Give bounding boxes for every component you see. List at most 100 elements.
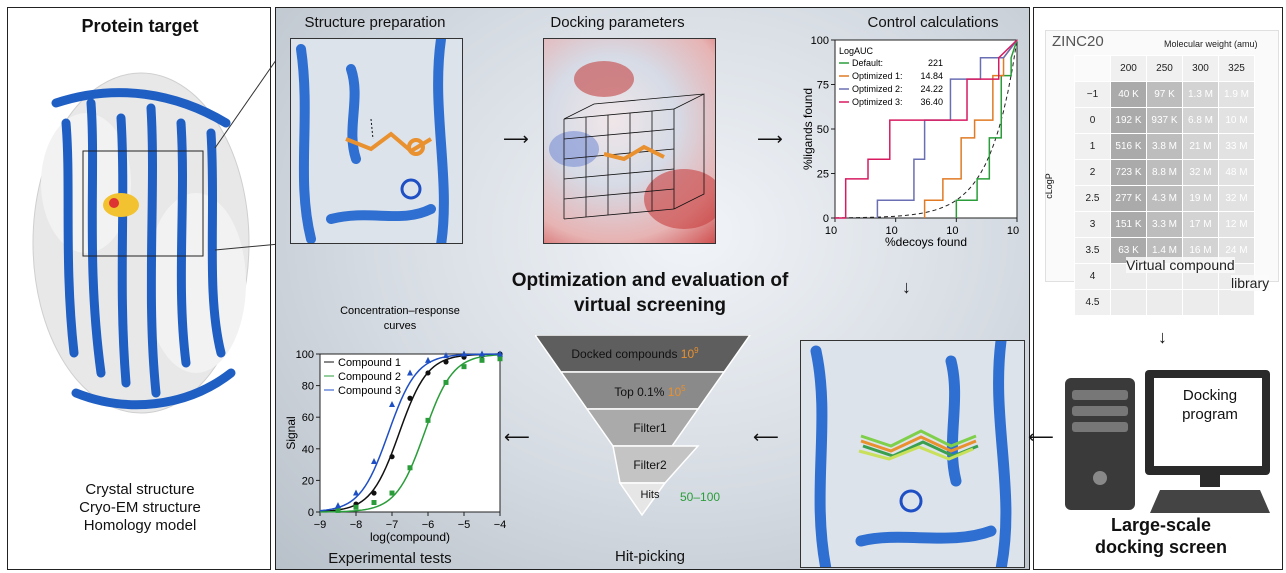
- zinc-cell: 19 M: [1182, 185, 1219, 212]
- docking-screen-title-2: docking screen: [1094, 537, 1228, 557]
- zinc-cell: 12 M: [1218, 211, 1255, 238]
- roc-x-tick-label: 10: [886, 225, 898, 237]
- cr-data-point: [335, 502, 341, 509]
- docking-params-image: [543, 38, 716, 244]
- docking-program-line1: Docking: [1182, 387, 1238, 404]
- zinc-logp-label: 3.5: [1074, 237, 1111, 264]
- roc-x-tick-label: 10: [946, 225, 958, 237]
- roc-x-tick-label: 10: [1007, 225, 1019, 237]
- cr-y-tick-label: 0: [308, 507, 314, 519]
- funnel-docked-count-exp: 9: [694, 346, 699, 355]
- zinc-cell: 17 M: [1182, 211, 1219, 238]
- zinc-logp-label: 2.5: [1074, 185, 1111, 212]
- zinc-cell: 32 M: [1218, 185, 1255, 212]
- cr-data-point: [407, 395, 413, 401]
- roc-legend-value: 221: [928, 58, 943, 68]
- cr-y-tick-label: 40: [302, 444, 314, 456]
- zinc-cell: 21 M: [1182, 133, 1219, 160]
- zinc-cell: 3.8 M: [1146, 133, 1183, 160]
- funnel-docked-label: Docked compounds 109: [560, 346, 710, 361]
- zinc-cell: 97 K: [1146, 81, 1183, 108]
- roc-legend-title: LogAUC: [839, 46, 874, 56]
- zinc-cell: [1182, 289, 1219, 316]
- protein-target-title: Protein target: [81, 16, 199, 36]
- funnel-top-text: Top 0.1%: [614, 385, 665, 399]
- main-title: Optimization and evaluation of virtual s…: [470, 268, 830, 318]
- funnel-filter2-label: Filter2: [633, 458, 667, 472]
- arrow-control-to-docked: ↓: [902, 277, 911, 297]
- docking-screen-title: Large-scale docking screen: [1045, 514, 1277, 558]
- arrow-docked-to-funnel: ⟵: [753, 427, 779, 447]
- cr-y-tick-label: 80: [302, 381, 314, 393]
- structure-prep-title: Structure preparation: [304, 14, 446, 31]
- arrow-funnel-to-tests: ⟵: [504, 427, 530, 447]
- cr-data-point: [425, 356, 431, 363]
- zinc-mw-header: 200: [1110, 55, 1147, 82]
- cr-data-point: [497, 350, 503, 357]
- cr-x-tick-label: −4: [494, 519, 507, 531]
- cr-data-point: [407, 369, 413, 376]
- zinc-logp-label: −1: [1074, 81, 1111, 108]
- cr-data-point: [443, 352, 449, 359]
- docking-program-label: Docking program: [1162, 386, 1258, 424]
- zinc-table: 200 250 300 325 −1 40 K 97 K 1.3 M 1.9 M 0 192 K 93…: [1074, 55, 1255, 316]
- library-label-1: Virtual compound: [1126, 257, 1235, 273]
- hit-picking-label: Hit-picking: [614, 548, 686, 565]
- cr-x-tick-label: −7: [386, 519, 399, 531]
- funnel-docked-count-base: 10: [680, 347, 695, 361]
- hit-picking-funnel: [535, 335, 751, 517]
- zinc-cell: 4.3 M: [1146, 185, 1183, 212]
- cr-fit-curve: [319, 353, 501, 512]
- docking-program-line2: program: [1182, 406, 1238, 423]
- zinc-logp-label: 0: [1074, 107, 1111, 134]
- control-calc-title: Control calculations: [867, 14, 999, 31]
- cr-x-tick-label: −6: [422, 519, 435, 531]
- main-title-line1: Optimization and evaluation of: [511, 270, 789, 291]
- roc-legend-name: Optimized 2:: [852, 84, 903, 94]
- docked-poses-image: [800, 340, 1025, 568]
- concentration-response-chart: Concentration–response curves 0 20 40 60 80 100…: [284, 305, 507, 544]
- cr-data-point: [353, 489, 359, 496]
- zinc-header-blank: [1074, 55, 1111, 82]
- zinc-cell: 937 K: [1146, 107, 1183, 134]
- roc-y-label: %ligands found: [801, 88, 815, 170]
- funnel-hits-count: 50–100: [680, 490, 721, 504]
- source-crystal: Crystal structure: [85, 481, 195, 498]
- cr-title-line2: curves: [384, 320, 417, 332]
- funnel-hits-label: Hits: [640, 489, 660, 501]
- protein-structure-image: [32, 72, 250, 414]
- docking-params-title: Docking parameters: [550, 14, 685, 31]
- zinc-cell: 192 K: [1110, 107, 1147, 134]
- cr-plot-area: [319, 353, 501, 513]
- cr-data-point: [389, 490, 395, 496]
- zinc-logp-label: 4.5: [1074, 289, 1111, 316]
- cr-legend-name: Compound 1: [338, 357, 401, 369]
- cr-title-line1: Concentration–response: [340, 305, 460, 317]
- main-title-line2: virtual screening: [573, 295, 727, 316]
- zinc-cell: 48 M: [1218, 159, 1255, 186]
- source-cryoem: Cryo-EM structure: [79, 499, 201, 516]
- funnel-top-count: 105: [668, 384, 686, 399]
- zinc-cell: 277 K: [1110, 185, 1147, 212]
- zinc-cell: 6.8 M: [1182, 107, 1219, 134]
- zinc-mw-header: 300: [1182, 55, 1219, 82]
- roc-y-tick-label: 0: [823, 213, 829, 225]
- cr-y-tick-label: 20: [302, 475, 314, 487]
- cr-data-point: [425, 370, 431, 376]
- cr-data-point: [497, 356, 503, 362]
- cr-data-point: [335, 507, 341, 513]
- zinc-cell: [1110, 289, 1147, 316]
- cr-x-tick-label: −9: [314, 519, 327, 531]
- zinc-cell: [1146, 289, 1183, 316]
- cr-data-point: [425, 417, 431, 423]
- arrow-library-to-screen: ↓: [1158, 327, 1167, 347]
- cr-data-point: [461, 364, 467, 370]
- funnel-level-hits: [618, 482, 667, 517]
- funnel-docked-count: 109: [680, 346, 699, 361]
- source-homology: Homology model: [83, 517, 197, 534]
- funnel-top-label: Top 0.1% 105: [575, 384, 725, 399]
- zinc-logp-label: 3: [1074, 211, 1111, 238]
- clogp-label: cLogP: [1043, 173, 1054, 199]
- zinc-title: ZINC20: [1052, 33, 1104, 50]
- roc-series-line: [923, 39, 1018, 218]
